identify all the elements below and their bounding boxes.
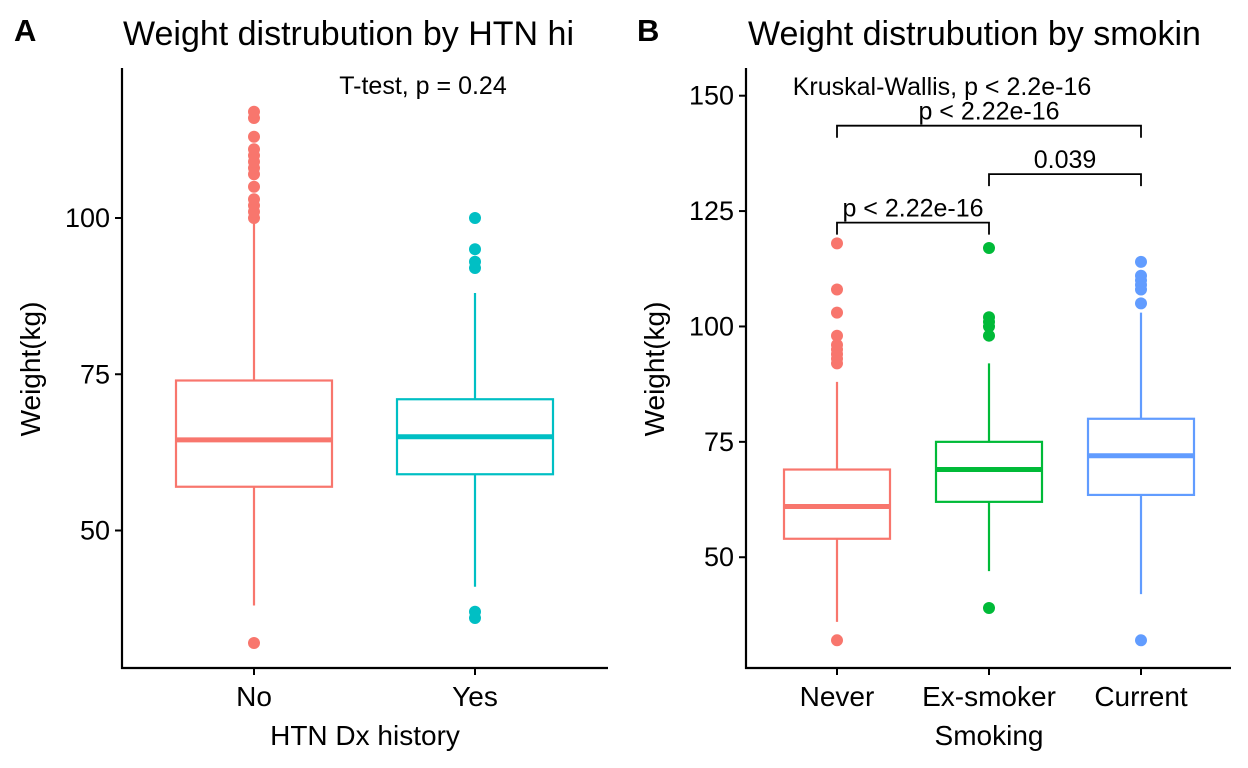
panel-a-xlabel: HTN Dx history <box>270 720 460 751</box>
panel-a-box-1-outlier-5 <box>469 212 481 224</box>
panel-b-box-1 <box>934 242 1044 614</box>
panel-b-box-0-outlier-5 <box>831 338 843 351</box>
panel-b-box-0-outlier-7 <box>831 306 843 319</box>
panel-b-box-2-outlier-5 <box>1135 269 1147 282</box>
panel-a-x-tick-label-0: No <box>236 681 272 712</box>
panel-a-box-0-outlier-4 <box>248 193 260 206</box>
panel-b-tag: B <box>637 13 659 48</box>
panel-b-title: Weight distrubution by smokin <box>748 15 1201 53</box>
panel-a-box-1-outlier-4 <box>469 243 481 256</box>
panel-a-box-0-outlier-13 <box>248 105 260 118</box>
panel-a-title: Weight distrubution by HTN hi <box>123 15 574 53</box>
panel-a-x-tick-label-1: Yes <box>452 681 498 712</box>
panel-a-box-1-outlier-1 <box>469 605 481 618</box>
panel-a: A Weight distrubution by HTN hi 50 75 100 N… <box>14 13 608 751</box>
panel-a-y-tick-label-75: 75 <box>80 359 110 389</box>
panel-b-box-0 <box>782 237 892 647</box>
panel-a-y-tick-label-50: 50 <box>80 516 110 546</box>
panel-a-tag: A <box>14 13 36 48</box>
panel-b-box-2-outlier-0 <box>1135 634 1147 647</box>
panel-b-box-1-outlier-0 <box>983 602 995 614</box>
panel-b-box-0-outlier-6 <box>831 329 843 342</box>
panel-b-box-2-outlier-6 <box>1135 255 1147 268</box>
panel-b-y-tick-label-125: 125 <box>689 196 734 226</box>
panel-b-boxes <box>782 237 1196 647</box>
panel-a-annotation: T-test, p = 0.24 <box>339 72 507 100</box>
panel-a-ylabel: Weight(kg) <box>15 302 46 437</box>
panel-b-box-2 <box>1086 255 1196 647</box>
panel-b-bracket-label-1: 0.039 <box>1034 146 1097 174</box>
panel-b-axes: 50 75 100 125 150 Never Ex-smoker Current <box>689 68 1231 712</box>
panel-a-box-0-outlier-5 <box>248 180 260 193</box>
panel-b-annotation: Kruskal-Wallis, p < 2.2e-16 <box>793 73 1092 101</box>
panel-b-y-tick-label-75: 75 <box>704 427 734 457</box>
panel-b-box-1-outlier-4 <box>983 311 995 324</box>
panel-b-box-1-outlier-5 <box>983 242 995 254</box>
panel-b-box-0-outlier-8 <box>831 283 843 296</box>
panel-b-y-tick-label-50: 50 <box>704 542 734 572</box>
panel-b-x-tick-label-1: Ex-smoker <box>922 681 1056 712</box>
panel-b-box-2-outlier-1 <box>1135 297 1147 310</box>
panel-a-box-1-outlier-3 <box>469 255 481 268</box>
panel-b-y-tick-label-150: 150 <box>689 81 734 111</box>
panel-b-x-tick-label-2: Current <box>1094 681 1188 712</box>
panel-a-box-0 <box>174 105 334 649</box>
panel-b-bracket-0 <box>836 221 990 235</box>
panel-b-box-0-outlier-0 <box>831 634 843 647</box>
panel-a-box-0-iqr <box>174 379 334 488</box>
panel-a-box-0-outlier-10 <box>248 143 260 156</box>
panel-b-ylabel: Weight(kg) <box>639 302 670 437</box>
panel-b-bracket-2 <box>836 124 1142 138</box>
panel-a-axes: 50 75 100 No Yes <box>65 68 608 712</box>
panel-b-box-0-outlier-9 <box>831 237 843 250</box>
panel-b-bracket-label-0: p < 2.22e-16 <box>842 195 983 223</box>
panel-b-x-tick-label-0: Never <box>800 681 875 712</box>
panel-a-box-1 <box>395 212 555 624</box>
panel-b-bracket-label-2: p < 2.22e-16 <box>918 98 1059 126</box>
panel-a-box-0-outlier-0 <box>248 637 260 649</box>
panel-b-bracket-1 <box>988 173 1142 187</box>
panel-a-y-tick-label-100: 100 <box>65 203 110 233</box>
panel-a-boxes <box>174 105 555 649</box>
panel-b-box-1-outlier-1 <box>983 329 995 342</box>
panel-b-xlabel: Smoking <box>935 720 1044 751</box>
panel-b: B Weight distrubution by smokin 50 75 100 1… <box>637 13 1231 751</box>
panel-b-y-tick-label-100: 100 <box>689 311 734 341</box>
panel-a-box-0-outlier-11 <box>248 130 260 143</box>
panel-b-brackets: p < 2.22e-16 0.039 p < 2.22e-16 <box>836 98 1142 235</box>
